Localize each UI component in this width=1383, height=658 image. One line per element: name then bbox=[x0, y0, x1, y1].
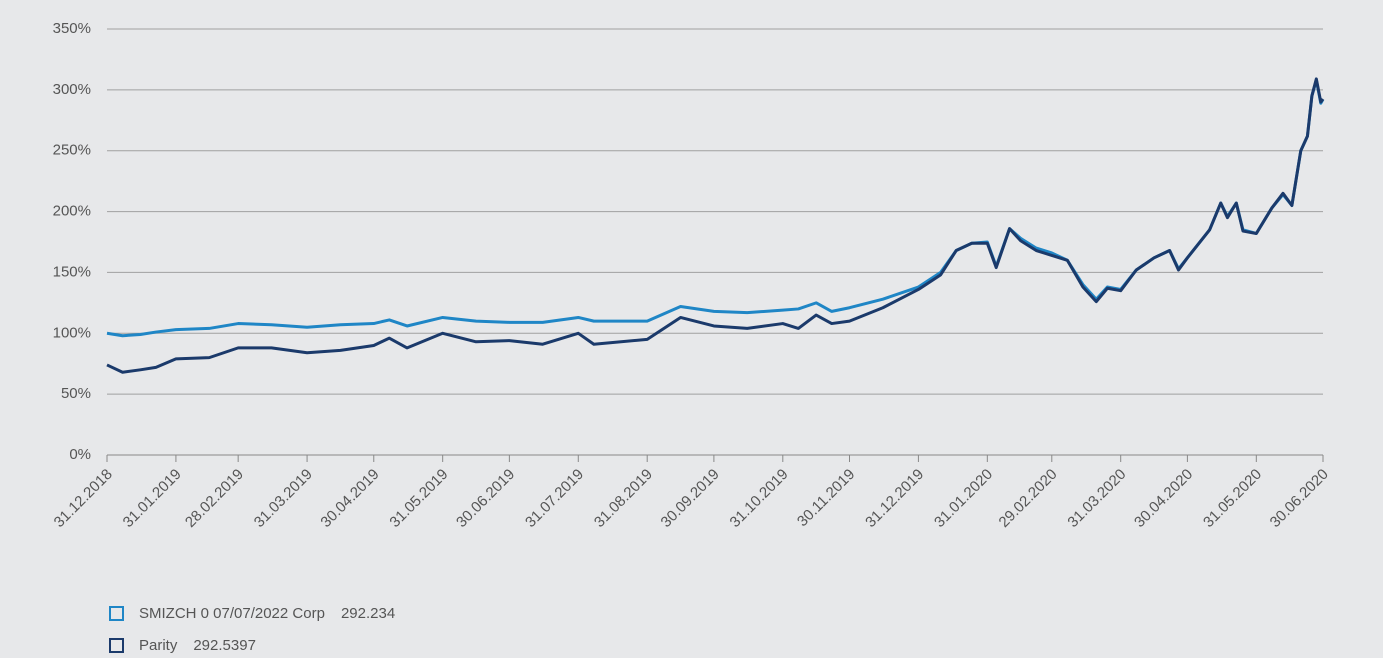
x-tick-label: 28.02.2019 bbox=[182, 466, 247, 531]
x-tick-label: 31.05.2019 bbox=[386, 466, 451, 531]
x-tick-label: 31.01.2019 bbox=[120, 466, 185, 531]
y-tick-label: 300% bbox=[53, 81, 91, 98]
legend-swatch bbox=[109, 638, 124, 653]
x-tick-label: 30.09.2019 bbox=[658, 466, 723, 531]
x-tick-label: 30.06.2020 bbox=[1267, 466, 1332, 531]
legend-value: 292.5397 bbox=[193, 637, 256, 654]
x-tick-label: 31.08.2019 bbox=[591, 466, 656, 531]
y-tick-label: 150% bbox=[53, 263, 91, 280]
x-tick-label: 31.03.2019 bbox=[251, 466, 316, 531]
series-line bbox=[106, 77, 1325, 374]
legend-label: SMIZCH 0 07/07/2022 Corp bbox=[139, 605, 325, 622]
y-tick-label: 200% bbox=[53, 203, 91, 220]
y-tick-label: 350% bbox=[53, 20, 91, 37]
legend-value: 292.234 bbox=[341, 605, 395, 622]
x-tick-label: 31.12.2019 bbox=[862, 466, 927, 531]
series-line bbox=[106, 78, 1325, 338]
x-tick-label: 31.03.2020 bbox=[1064, 466, 1129, 531]
legend-swatch bbox=[109, 606, 124, 621]
x-tick-label: 30.04.2019 bbox=[317, 466, 382, 531]
x-tick-label: 31.10.2019 bbox=[727, 466, 792, 531]
y-tick-label: 50% bbox=[61, 385, 91, 402]
y-tick-label: 250% bbox=[53, 142, 91, 159]
x-tick-label: 30.06.2019 bbox=[453, 466, 518, 531]
x-tick-label: 29.02.2020 bbox=[996, 466, 1061, 531]
legend-label: Parity bbox=[139, 637, 178, 654]
y-tick-label: 100% bbox=[53, 324, 91, 341]
y-tick-label: 0% bbox=[69, 446, 91, 463]
x-tick-label: 31.12.2018 bbox=[51, 466, 116, 531]
x-tick-label: 31.05.2020 bbox=[1200, 466, 1265, 531]
x-tick-label: 30.04.2020 bbox=[1131, 466, 1196, 531]
x-tick-label: 30.11.2019 bbox=[794, 466, 858, 530]
x-tick-label: 31.07.2019 bbox=[522, 466, 587, 531]
x-tick-label: 31.01.2020 bbox=[931, 466, 996, 531]
